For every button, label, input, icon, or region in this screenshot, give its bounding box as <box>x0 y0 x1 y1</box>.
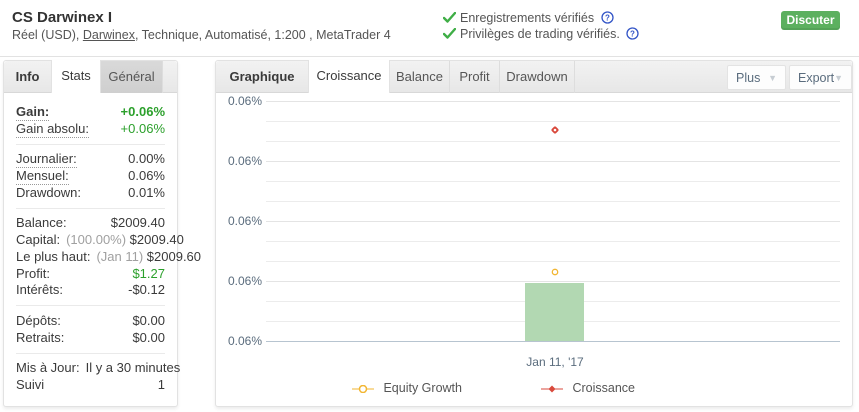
svg-text:?: ? <box>630 30 635 39</box>
svg-text:?: ? <box>605 14 610 23</box>
